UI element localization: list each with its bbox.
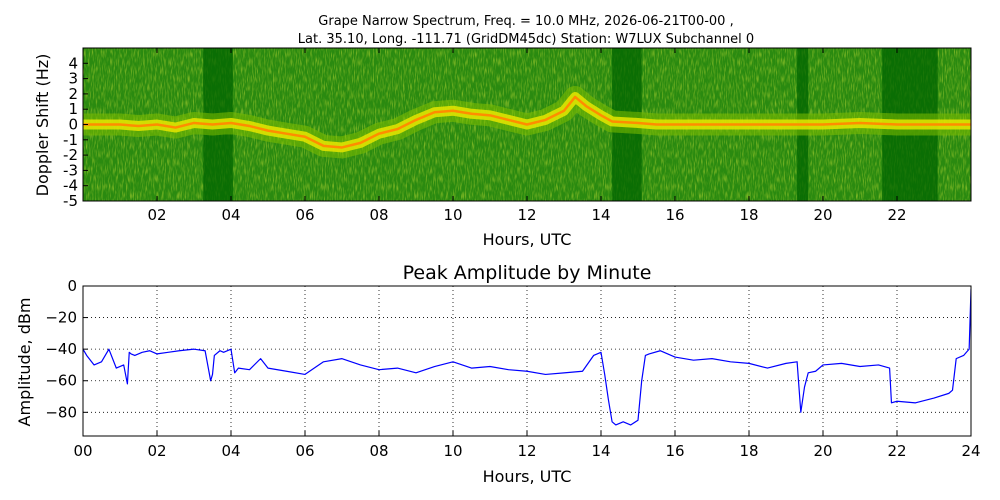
amplitude-plot-area xyxy=(83,286,971,436)
spectrogram-x-tick-label: 16 xyxy=(665,206,684,224)
spectrogram-x-tick-label: 04 xyxy=(221,206,240,224)
spectrogram-x-tick-label: 06 xyxy=(295,206,314,224)
amplitude-x-tick-label: 14 xyxy=(591,442,610,460)
amplitude-x-tick-label: 20 xyxy=(813,442,832,460)
spectrogram-y-tick-label: 3 xyxy=(68,70,78,88)
amplitude-y-tick-label: −60 xyxy=(45,372,77,390)
spectrogram-y-tick-label: 1 xyxy=(68,100,78,118)
spectrogram-y-tick-label: -5 xyxy=(63,192,78,210)
amplitude-x-tick-label: 04 xyxy=(221,442,240,460)
doppler-trace-core xyxy=(83,95,971,149)
spectrogram-x-tick-label: 20 xyxy=(813,206,832,224)
spectrogram-x-tick-label: 18 xyxy=(739,206,758,224)
amplitude-x-tick-label: 16 xyxy=(665,442,684,460)
amplitude-x-tick-label: 10 xyxy=(443,442,462,460)
amplitude-plot: Peak Amplitude by Minute 00 02 04 06 08 10 12 1… xyxy=(15,262,981,486)
amplitude-x-axis-label: Hours, UTC xyxy=(483,467,572,486)
spectrogram-y-axis-label: Doppler Shift (Hz) xyxy=(33,54,52,197)
spectrogram-y-tick-label: 4 xyxy=(68,54,78,72)
spectrogram-y-tick-label: -4 xyxy=(63,177,78,195)
spectrogram-y-tick-label: -2 xyxy=(63,146,78,164)
amplitude-x-tick-label: 24 xyxy=(961,442,980,460)
amplitude-x-tick-label: 18 xyxy=(739,442,758,460)
amplitude-y-tick-label: −80 xyxy=(45,403,77,421)
amplitude-series-line xyxy=(83,289,971,426)
spectrogram-title-line2: Lat. 35.10, Long. -111.71 (GridDM45dc) S… xyxy=(298,32,754,47)
spectrogram-x-tick-label: 14 xyxy=(591,206,610,224)
amplitude-x-tick-label: 12 xyxy=(517,442,536,460)
spectrogram-x-tick-label: 22 xyxy=(887,206,906,224)
spectrogram-x-tick-label: 10 xyxy=(443,206,462,224)
spectrogram-y-tick-label: 2 xyxy=(68,85,78,103)
amplitude-x-tick-label: 02 xyxy=(147,442,166,460)
amplitude-x-tick-label: 06 xyxy=(295,442,314,460)
spectrogram-y-tick-label: 0 xyxy=(68,116,78,134)
amplitude-x-tick-label: 22 xyxy=(887,442,906,460)
spectrogram-y-tick-label: -3 xyxy=(63,161,78,179)
amplitude-y-tick-label: −20 xyxy=(45,309,77,327)
spectrogram-y-tick-label: -1 xyxy=(63,131,78,149)
spectrogram-x-axis-label: Hours, UTC xyxy=(483,230,572,249)
amplitude-x-tick-label: 00 xyxy=(73,442,92,460)
spectrogram-x-tick-label: 12 xyxy=(517,206,536,224)
amplitude-x-tick-label: 08 xyxy=(369,442,388,460)
spectrogram-x-tick-label: 02 xyxy=(147,206,166,224)
amplitude-y-tick-label: −40 xyxy=(45,340,77,358)
amplitude-y-tick-label: 0 xyxy=(67,277,77,295)
spectrogram-x-tick-label: 08 xyxy=(369,206,388,224)
amplitude-title: Peak Amplitude by Minute xyxy=(403,262,652,284)
amplitude-y-axis-label: Amplitude, dBm xyxy=(15,298,34,427)
spectrogram-title-line1: Grape Narrow Spectrum, Freq. = 10.0 MHz,… xyxy=(318,14,733,29)
